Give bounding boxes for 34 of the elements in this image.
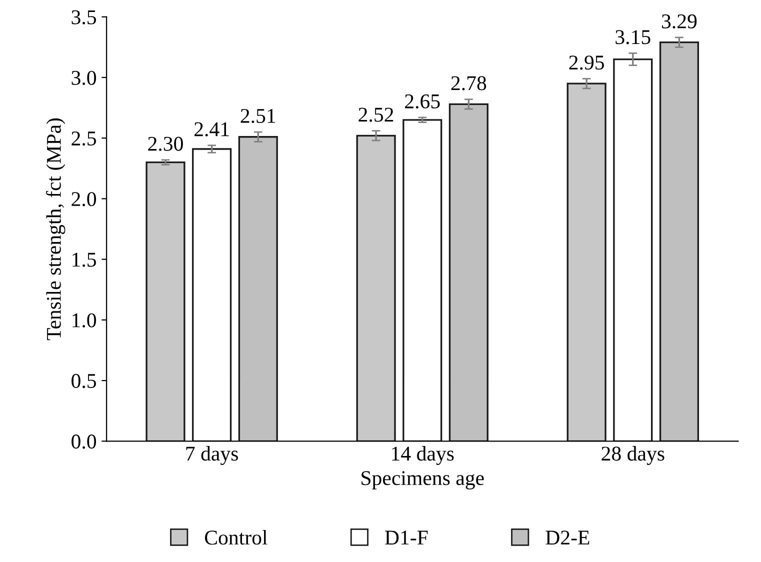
data-label: 2.65 bbox=[405, 94, 440, 108]
x-tick-label: 28 days bbox=[602, 446, 664, 465]
y-tick-label: 0.0 bbox=[72, 434, 96, 449]
bar bbox=[613, 58, 653, 442]
data-label: 2.41 bbox=[194, 122, 229, 136]
data-label: 2.51 bbox=[240, 108, 276, 124]
x-tick-label: 14 days bbox=[392, 446, 454, 465]
bar bbox=[448, 103, 488, 442]
legend-label: Control bbox=[204, 530, 268, 545]
y-tick-label: 2.5 bbox=[72, 132, 96, 146]
bar bbox=[659, 41, 699, 442]
data-label: 2.95 bbox=[569, 56, 604, 70]
y-tick-label: 0.5 bbox=[72, 374, 96, 388]
x-tick-label: 7 days bbox=[186, 446, 238, 465]
y-tick-label: 3.5 bbox=[72, 10, 96, 24]
data-label: 3.15 bbox=[616, 30, 650, 44]
data-label: 2.78 bbox=[451, 76, 486, 90]
bar bbox=[356, 134, 396, 442]
bar bbox=[146, 162, 186, 442]
y-axis-title: Tensile strength, fct (MPa) bbox=[46, 118, 66, 340]
data-label: 2.30 bbox=[148, 136, 183, 151]
legend-label: D2-E bbox=[546, 530, 590, 544]
bar bbox=[192, 148, 232, 442]
bar bbox=[238, 136, 278, 442]
data-label: 2.52 bbox=[358, 108, 394, 122]
y-tick-label: 1.5 bbox=[72, 252, 96, 267]
x-axis-title: Specimens age bbox=[362, 471, 484, 490]
y-tick-label: 2.0 bbox=[72, 192, 96, 206]
bar bbox=[402, 119, 442, 442]
data-label: 3.29 bbox=[662, 14, 697, 28]
bar bbox=[566, 82, 606, 442]
y-tick-label: 3.0 bbox=[72, 70, 96, 85]
legend-label: D1-F bbox=[385, 530, 428, 544]
y-tick-label: 1.0 bbox=[72, 313, 96, 328]
